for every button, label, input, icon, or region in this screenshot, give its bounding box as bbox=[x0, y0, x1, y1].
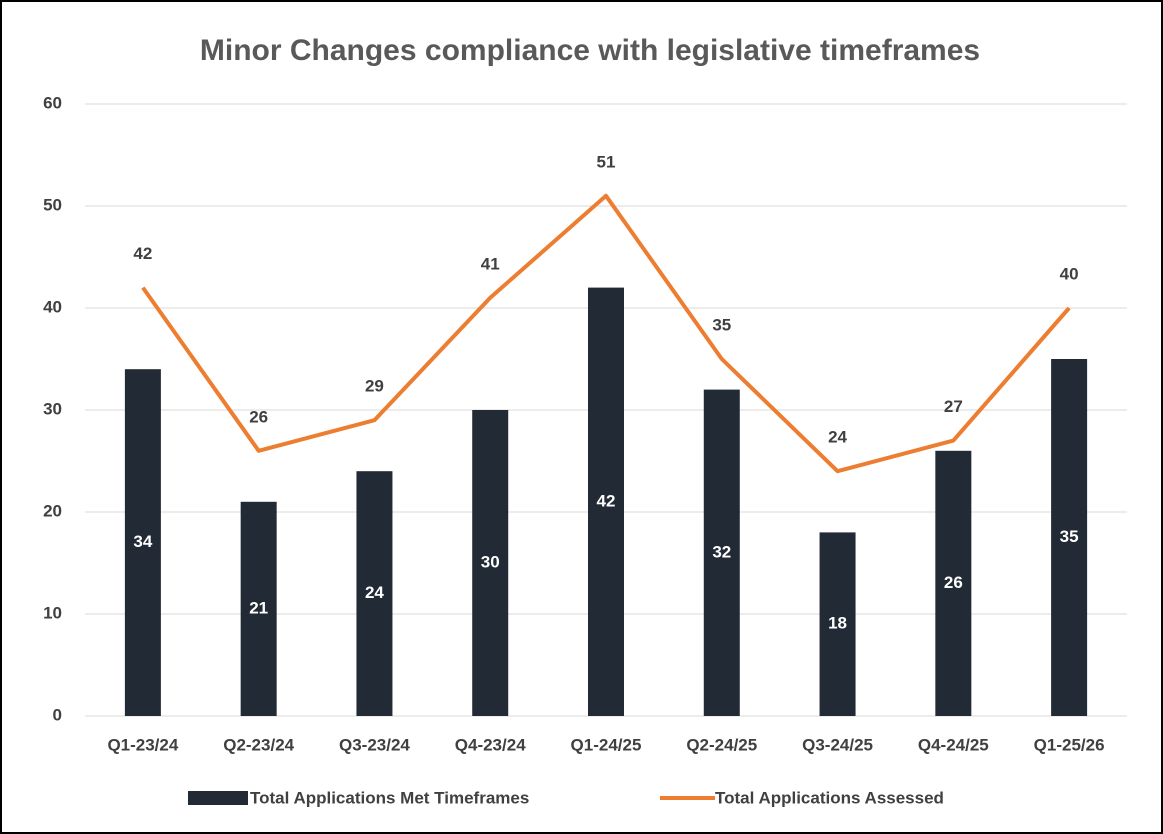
line-value-label: 26 bbox=[249, 407, 268, 426]
x-tick-label: Q2-23/24 bbox=[223, 735, 294, 754]
bar-value-label: 42 bbox=[597, 491, 616, 510]
x-tick-label: Q4-23/24 bbox=[455, 735, 526, 754]
bar bbox=[1051, 359, 1088, 716]
legend-label: Total Applications Met Timeframes bbox=[250, 788, 529, 807]
y-tick-label: 0 bbox=[53, 705, 62, 724]
bar bbox=[472, 410, 509, 716]
y-tick-label: 60 bbox=[43, 93, 62, 112]
bar-value-label: 32 bbox=[712, 542, 731, 561]
line-value-label: 42 bbox=[133, 244, 152, 263]
y-tick-label: 30 bbox=[43, 399, 62, 418]
line-value-label: 35 bbox=[712, 315, 731, 334]
bar-value-label: 26 bbox=[944, 573, 963, 592]
x-tick-label: Q1-25/26 bbox=[1034, 735, 1105, 754]
bar-value-label: 30 bbox=[481, 552, 500, 571]
y-tick-label: 50 bbox=[43, 195, 62, 214]
bar-value-label: 35 bbox=[1060, 527, 1079, 546]
line-value-label: 29 bbox=[365, 377, 384, 396]
x-tick-label: Q1-24/25 bbox=[571, 735, 642, 754]
line-value-label: 40 bbox=[1060, 264, 1079, 283]
x-tick-label: Q3-24/25 bbox=[802, 735, 873, 754]
line-value-label: 24 bbox=[828, 428, 847, 447]
bar bbox=[935, 450, 972, 716]
y-tick-label: 20 bbox=[43, 501, 62, 520]
y-tick-label: 40 bbox=[43, 297, 62, 316]
x-tick-label: Q2-24/25 bbox=[686, 735, 757, 754]
line-value-label: 51 bbox=[597, 152, 616, 171]
x-tick-label: Q3-23/24 bbox=[339, 735, 410, 754]
bar bbox=[819, 532, 856, 716]
bar bbox=[703, 389, 740, 716]
bar-value-label: 18 bbox=[828, 614, 847, 633]
bar-value-label: 34 bbox=[133, 532, 152, 551]
bar bbox=[588, 287, 624, 716]
x-tick-label: Q1-23/24 bbox=[107, 735, 178, 754]
chart-title: Minor Changes compliance with legislativ… bbox=[200, 34, 980, 67]
bar-value-label: 24 bbox=[365, 583, 384, 602]
line-value-label: 41 bbox=[481, 254, 500, 273]
line bbox=[141, 193, 1071, 474]
y-tick-label: 10 bbox=[43, 603, 62, 622]
bar bbox=[240, 501, 277, 716]
line-value-label: 27 bbox=[944, 397, 963, 416]
x-tick-label: Q4-24/25 bbox=[918, 735, 989, 754]
bar bbox=[356, 471, 393, 716]
bar-value-label: 21 bbox=[249, 598, 268, 617]
legend-swatch bbox=[188, 791, 248, 805]
bar bbox=[124, 369, 161, 716]
legend-label: Total Applications Assessed bbox=[715, 788, 944, 807]
